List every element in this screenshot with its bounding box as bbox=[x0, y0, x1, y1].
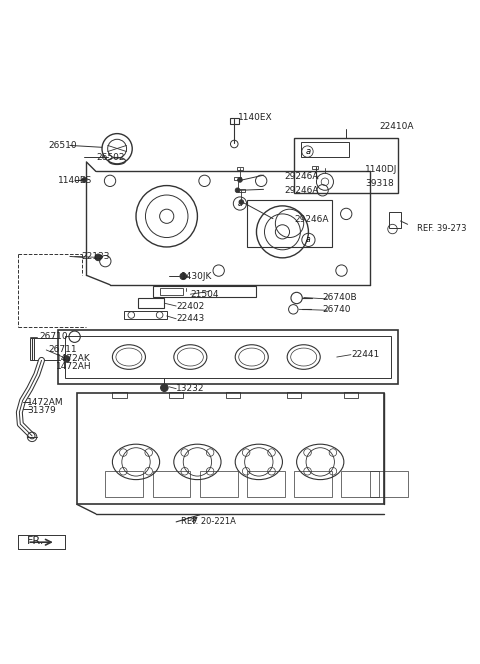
Bar bbox=[138, 298, 164, 308]
Bar bbox=[247, 471, 285, 497]
Text: 26711: 26711 bbox=[48, 345, 77, 355]
Bar bbox=[65, 336, 391, 378]
Text: 1472AH: 1472AH bbox=[56, 361, 91, 371]
Text: 22402: 22402 bbox=[176, 301, 204, 311]
Bar bbox=[294, 471, 332, 497]
Bar bbox=[287, 392, 301, 398]
Text: 1472AM: 1472AM bbox=[27, 398, 64, 407]
Text: 31379: 31379 bbox=[27, 406, 56, 415]
Circle shape bbox=[63, 356, 70, 363]
Bar bbox=[370, 471, 408, 497]
Bar bbox=[237, 167, 243, 169]
Bar bbox=[229, 118, 239, 124]
Bar bbox=[58, 329, 398, 384]
Text: 13232: 13232 bbox=[176, 384, 204, 393]
Bar bbox=[153, 471, 191, 497]
Text: FR.: FR. bbox=[27, 537, 45, 546]
Text: 22441: 22441 bbox=[351, 350, 379, 359]
Text: 22133: 22133 bbox=[82, 252, 110, 261]
Text: a: a bbox=[238, 199, 242, 208]
Circle shape bbox=[180, 273, 187, 280]
Text: 26510: 26510 bbox=[48, 141, 77, 150]
Text: 29246A: 29246A bbox=[285, 186, 319, 195]
Text: 26710: 26710 bbox=[39, 332, 68, 341]
Text: 26740: 26740 bbox=[323, 305, 351, 314]
Circle shape bbox=[95, 254, 102, 261]
Text: 1140ES: 1140ES bbox=[58, 177, 92, 185]
Bar bbox=[112, 392, 127, 398]
Text: 1140EX: 1140EX bbox=[238, 113, 272, 122]
Text: a: a bbox=[306, 236, 311, 244]
Text: 1472AK: 1472AK bbox=[56, 354, 90, 363]
Bar bbox=[247, 200, 332, 247]
Bar bbox=[344, 392, 358, 398]
Circle shape bbox=[82, 177, 87, 182]
Text: 22443: 22443 bbox=[176, 314, 204, 323]
Bar bbox=[301, 142, 348, 157]
Bar bbox=[226, 392, 240, 398]
Text: 1140DJ: 1140DJ bbox=[365, 165, 397, 173]
Bar bbox=[238, 189, 245, 192]
Text: 39318: 39318 bbox=[365, 179, 394, 188]
Circle shape bbox=[239, 200, 244, 205]
Bar bbox=[234, 177, 241, 180]
Bar bbox=[341, 471, 379, 497]
Bar bbox=[105, 471, 143, 497]
Text: 26502: 26502 bbox=[96, 153, 124, 162]
Text: a: a bbox=[306, 147, 311, 156]
Text: 21504: 21504 bbox=[191, 290, 219, 299]
Text: 1430JK: 1430JK bbox=[181, 272, 212, 281]
Text: 29246A: 29246A bbox=[294, 215, 329, 224]
Bar bbox=[77, 393, 384, 505]
Bar bbox=[30, 338, 34, 361]
Bar bbox=[389, 212, 400, 228]
Text: REF. 39-273: REF. 39-273 bbox=[417, 224, 467, 232]
Text: 22410A: 22410A bbox=[379, 122, 414, 131]
Bar bbox=[124, 311, 167, 319]
Bar bbox=[294, 138, 398, 193]
Circle shape bbox=[161, 384, 168, 392]
Text: 29246A: 29246A bbox=[285, 171, 319, 181]
Bar bbox=[312, 166, 318, 169]
Bar bbox=[169, 392, 183, 398]
Bar bbox=[153, 286, 256, 297]
Text: REF. 20-221A: REF. 20-221A bbox=[181, 517, 236, 527]
Circle shape bbox=[238, 177, 242, 182]
Bar bbox=[160, 288, 183, 295]
Text: 26740B: 26740B bbox=[323, 293, 357, 303]
Bar bbox=[200, 471, 238, 497]
Circle shape bbox=[235, 188, 240, 193]
